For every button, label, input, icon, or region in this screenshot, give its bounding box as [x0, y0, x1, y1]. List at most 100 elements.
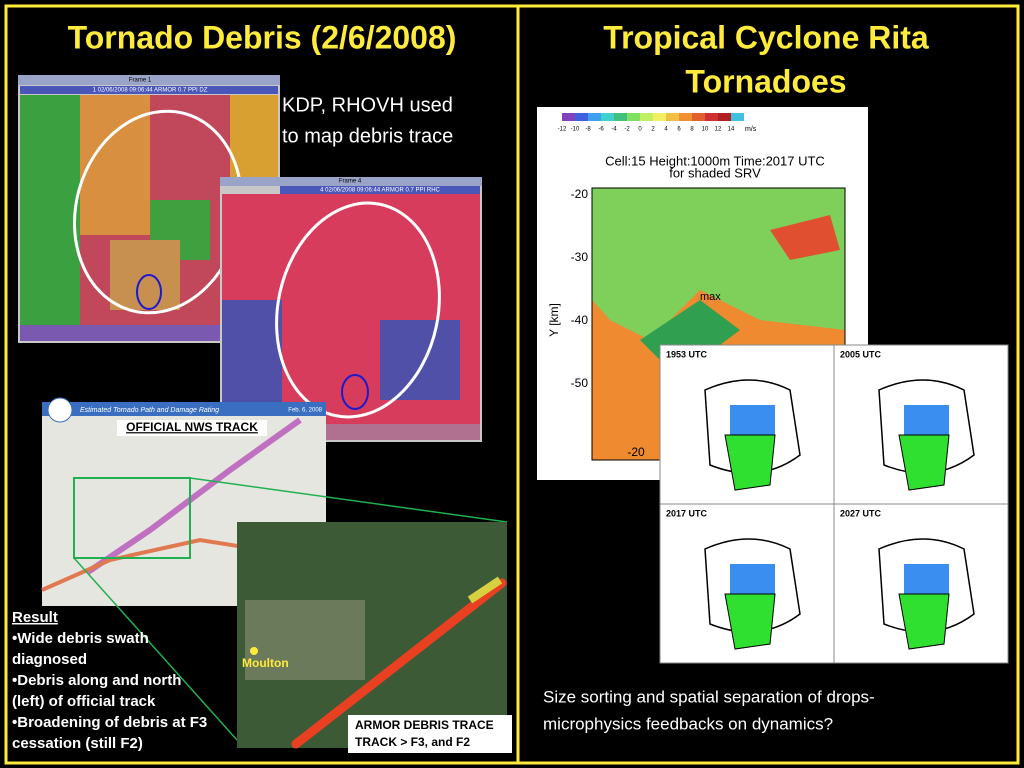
panel-label: 2027 UTC: [840, 508, 882, 518]
result-line: •Debris along and north: [12, 672, 181, 689]
colorbar-label: -6: [598, 127, 604, 133]
result-line: diagnosed: [12, 651, 87, 668]
left-title: Tornado Debris (2/6/2008): [68, 19, 457, 55]
colorbar-cell: [601, 113, 614, 121]
y-tick-label: -20: [571, 187, 589, 201]
note: to map debris trace: [282, 125, 453, 147]
colorbar-label: 2: [651, 127, 655, 133]
green-region: [724, 593, 776, 650]
map-label: OFFICIAL NWS TRACK: [126, 420, 258, 434]
colorbar-cell: [575, 113, 588, 121]
town-marker: [250, 647, 258, 655]
green-region: [724, 434, 776, 491]
map-title: Estimated Tornado Path and Damage Rating: [80, 407, 219, 414]
caption: 1 02/06/2008 09:06:44 ARMOR 0.7 PPI DZ: [93, 88, 208, 94]
colorbar-label: -12: [558, 127, 567, 133]
town: Moulton: [242, 656, 289, 670]
aerial-image: [245, 600, 365, 680]
highlight-ellipse: [341, 374, 369, 410]
marker-label: max: [700, 291, 721, 303]
colorbar-cell: [588, 113, 601, 121]
colorbar-label: -10: [571, 127, 580, 133]
radar-field: [20, 95, 80, 325]
colorbar-cell: [640, 113, 653, 121]
window-bar: [18, 75, 280, 85]
colorbar-cell: [692, 113, 705, 121]
connector: [189, 477, 508, 523]
panel-label: 1953 UTC: [666, 349, 708, 359]
colorbar-label: 10: [702, 127, 709, 133]
inset-box: [73, 477, 191, 559]
colorbar-cell: [562, 113, 575, 121]
caption: ARMOR DEBRIS TRACE: [355, 718, 494, 732]
colorbar-cell: [653, 113, 666, 121]
y-tick-label: -50: [571, 376, 589, 390]
colorbar-cell: [666, 113, 679, 121]
result-line: •Broadening of debris at F3: [12, 714, 207, 731]
colorbar-cell: [705, 113, 718, 121]
colorbar-label: 6: [677, 127, 681, 133]
debris-track: [291, 578, 507, 749]
colorbar-cell: [731, 113, 744, 121]
result-line: •Wide debris swath: [12, 630, 149, 647]
panel-label: 2005 UTC: [840, 349, 882, 359]
x-tick-label: -20: [627, 445, 645, 459]
blue-region: [730, 405, 775, 435]
colorbar-cell: [679, 113, 692, 121]
plot-title: for shaded SRV: [669, 165, 761, 180]
official-track: [467, 576, 503, 604]
note: KDP, RHOVH used: [282, 94, 453, 116]
y-label: Y [km]: [547, 303, 561, 337]
caption: microphysics feedbacks on dynamics?: [543, 714, 833, 733]
caption-bar: [280, 186, 480, 194]
caption: Size sorting and spatial separation of d…: [543, 687, 875, 706]
map-header: [42, 402, 326, 416]
colorbar-label: 8: [690, 127, 694, 133]
contour-field: [770, 215, 840, 260]
radar-field: [380, 320, 460, 400]
colorbar-cell: [627, 113, 640, 121]
highlight-ellipse: [275, 201, 441, 419]
colorbar-cell: [718, 113, 731, 121]
right-title: Tropical Cyclone Rita: [603, 19, 929, 55]
label-box: [117, 420, 267, 436]
blue-region: [904, 405, 949, 435]
window-bar: [220, 177, 482, 186]
result-line: cessation (still F2): [12, 735, 143, 752]
y-tick-label: -40: [571, 313, 589, 327]
debris-map: Moulton ARMOR DEBRIS TRACE TRACK > F3, a…: [237, 522, 512, 753]
blue-region: [730, 564, 775, 594]
colorbar-unit: m/s: [745, 126, 757, 133]
colorbar-label: 12: [715, 127, 722, 133]
plot-title: Cell:15 Height:1000m Time:2017 UTC: [605, 153, 825, 168]
caption: 4 02/06/2008 09:06:44 ARMOR 0.7 PPI RHC: [320, 188, 440, 194]
panel-grid: 1953 UTC 2005 UTC 2017 UTC 2027 UTC: [659, 344, 1009, 664]
panel-label: 2017 UTC: [666, 508, 708, 518]
connector: [73, 557, 238, 741]
map-date: Feb. 6, 2008: [288, 408, 322, 414]
result-line: (left) of official track: [12, 693, 156, 710]
colorbar-label: -8: [585, 127, 591, 133]
y-tick-label: -30: [571, 250, 589, 264]
caption-box: [348, 715, 512, 753]
colorbar-label: 14: [728, 127, 735, 133]
window-title: Frame 1: [129, 78, 152, 84]
colorbar-label: -4: [611, 127, 617, 133]
caption-bar: [20, 86, 278, 94]
colorbar: [20, 325, 278, 341]
blue-region: [904, 564, 949, 594]
window-title: Frame 4: [339, 179, 362, 185]
green-region: [898, 593, 950, 650]
contour-field: [592, 188, 845, 340]
right-frame: [516, 4, 1020, 765]
colorbar-label: 4: [664, 127, 668, 133]
colorbar-label: 0: [638, 127, 642, 133]
green-region: [898, 434, 950, 491]
colorbar-cell: [614, 113, 627, 121]
caption: TRACK > F3, and F2: [355, 735, 470, 749]
logo: [47, 397, 73, 423]
right-title: Tornadoes: [685, 63, 846, 99]
result-heading: Result: [12, 609, 58, 626]
